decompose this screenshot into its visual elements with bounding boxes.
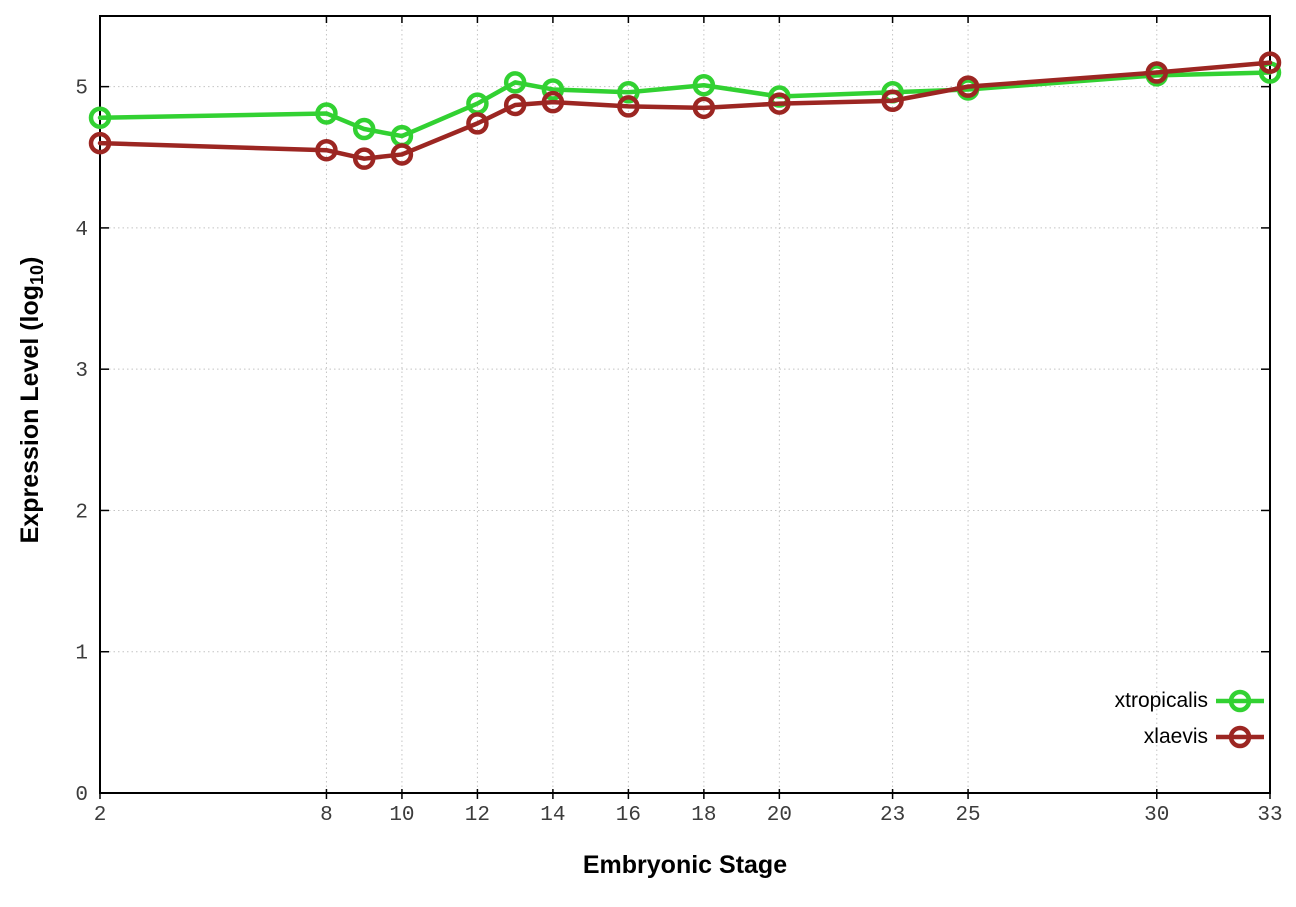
plot-border — [99, 15, 1271, 794]
x-tick-label: 16 — [616, 804, 641, 827]
data-point-marker-xlaevis — [88, 131, 112, 155]
legend-marker-xlaevis — [1216, 725, 1264, 749]
legend-marker-xtropicalis — [1216, 689, 1264, 713]
data-point-marker-xlaevis — [503, 93, 527, 117]
x-tick-label: 14 — [540, 804, 565, 827]
legend-label-xlaevis: xlaevis — [1143, 725, 1208, 748]
data-point-marker-xtropicalis — [352, 117, 376, 141]
x-tick-label: 25 — [955, 804, 980, 827]
legend-entry-xtropicalis: xtropicalis — [1115, 683, 1264, 719]
series-line-xlaevis — [97, 60, 1273, 161]
data-point-marker-xlaevis — [1145, 61, 1169, 84]
data-point-marker-xlaevis — [466, 112, 489, 135]
data-point-marker-xlaevis — [315, 138, 338, 162]
series-line-xtropicalis — [97, 70, 1273, 139]
x-tick-label: 8 — [320, 804, 333, 827]
x-tick-label: 33 — [1257, 804, 1282, 827]
data-point-marker-xlaevis — [541, 90, 565, 114]
y-tick-label: 5 — [75, 78, 88, 101]
x-tick-label: 10 — [389, 804, 414, 827]
x-tick-label: 12 — [465, 804, 490, 827]
y-tick-label: 3 — [75, 360, 88, 383]
x-axis-title: Embryonic Stage — [582, 851, 788, 879]
data-point-marker-xlaevis — [692, 96, 716, 120]
legend-sample-circle — [1228, 725, 1252, 749]
data-point-marker-xlaevis — [956, 75, 980, 98]
x-tick-label: 30 — [1144, 804, 1169, 827]
y-tick-label: 2 — [75, 501, 88, 524]
legend-sample-circle — [1228, 689, 1252, 713]
legend-label-xtropicalis: xtropicalis — [1114, 689, 1208, 712]
data-point-marker-xlaevis — [768, 92, 791, 115]
y-tick-label: 4 — [75, 219, 88, 242]
data-point-marker-xtropicalis — [315, 102, 338, 125]
data-point-marker-xtropicalis — [617, 81, 640, 104]
x-tick-label: 23 — [880, 804, 905, 827]
x-tick-label: 18 — [691, 804, 716, 827]
data-point-marker-xlaevis — [352, 147, 376, 170]
y-tick-label: 1 — [75, 643, 88, 666]
y-axis-title: Expression Level (log10) — [16, 155, 48, 645]
data-point-marker-xlaevis — [1258, 51, 1282, 74]
y-tick-label: 0 — [75, 784, 88, 807]
data-point-marker-xtropicalis — [692, 73, 716, 97]
y-axis-title-text: Expression Level (log — [16, 284, 44, 544]
y-axis-title-close: ) — [16, 256, 44, 265]
legend: xtropicalis xlaevis — [1115, 683, 1264, 755]
legend-entry-xlaevis: xlaevis — [1115, 719, 1264, 755]
data-point-marker-xlaevis — [617, 95, 640, 118]
x-tick-label: 2 — [94, 804, 107, 827]
data-point-marker-xtropicalis — [541, 78, 565, 101]
data-point-marker-xtropicalis — [88, 106, 112, 129]
data-point-marker-xtropicalis — [503, 71, 527, 94]
x-tick-label: 20 — [767, 804, 792, 827]
y-axis-title-subscript: 10 — [27, 264, 48, 285]
data-point-marker-xlaevis — [881, 89, 904, 113]
data-point-marker-xlaevis — [390, 143, 414, 166]
